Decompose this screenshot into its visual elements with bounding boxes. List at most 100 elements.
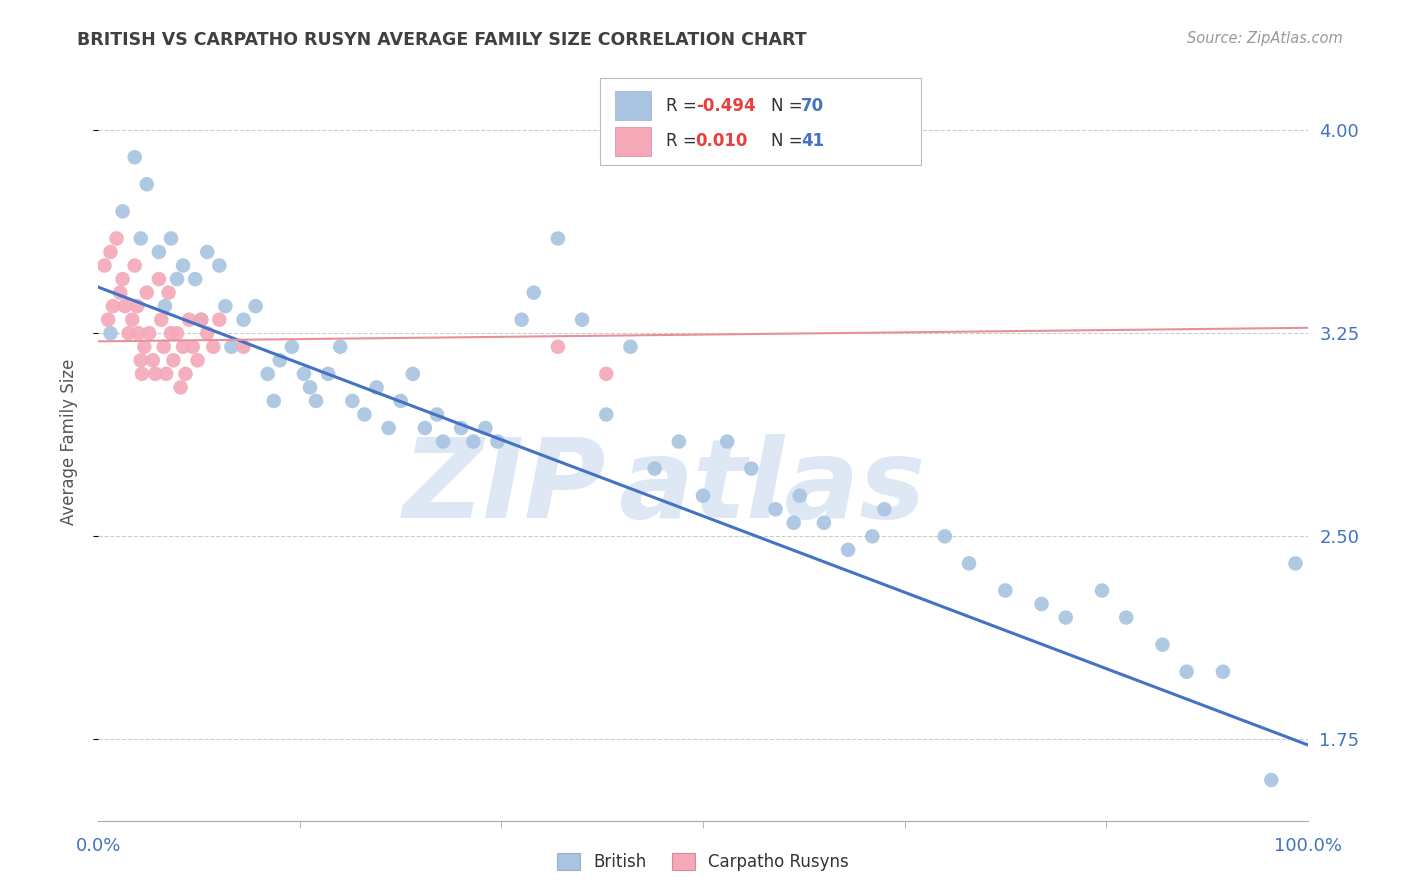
Point xyxy=(782,516,804,530)
Point xyxy=(269,353,291,368)
Point xyxy=(595,367,617,381)
Point xyxy=(124,150,146,164)
Point xyxy=(135,285,157,300)
Point xyxy=(138,326,160,341)
Point xyxy=(426,408,449,422)
Point xyxy=(148,272,170,286)
Point xyxy=(105,231,128,245)
Point xyxy=(765,502,787,516)
Point xyxy=(263,393,285,408)
Text: R =: R = xyxy=(665,96,702,115)
Point xyxy=(595,408,617,422)
Point xyxy=(740,461,762,475)
Text: 41: 41 xyxy=(801,132,824,150)
Point xyxy=(860,529,883,543)
Point xyxy=(1260,772,1282,787)
Point xyxy=(127,326,149,341)
Point xyxy=(934,529,956,543)
Point xyxy=(463,434,485,449)
Point xyxy=(187,353,209,368)
Point xyxy=(97,312,120,326)
Point xyxy=(166,272,188,286)
Point xyxy=(432,434,454,449)
Point xyxy=(619,340,641,354)
Point xyxy=(837,542,859,557)
Point xyxy=(169,380,191,394)
Point xyxy=(129,231,152,245)
Point xyxy=(716,434,738,449)
Point xyxy=(202,340,225,354)
Text: Source: ZipAtlas.com: Source: ZipAtlas.com xyxy=(1187,31,1343,46)
Point xyxy=(523,285,546,300)
Point xyxy=(131,367,153,381)
Point xyxy=(329,340,352,354)
Point xyxy=(172,259,194,273)
Point xyxy=(1091,583,1114,598)
Point xyxy=(813,516,835,530)
Point xyxy=(190,312,212,326)
Point xyxy=(342,393,364,408)
Point xyxy=(1031,597,1053,611)
Point xyxy=(111,204,134,219)
Point xyxy=(1115,610,1137,624)
Point xyxy=(486,434,509,449)
Point xyxy=(108,285,131,300)
Point xyxy=(142,353,165,368)
Point xyxy=(1212,665,1234,679)
Point xyxy=(281,340,304,354)
Point xyxy=(353,408,375,422)
Point xyxy=(166,326,188,341)
Point xyxy=(510,312,533,326)
Point xyxy=(93,259,115,273)
Point xyxy=(571,312,593,326)
Point xyxy=(256,367,278,381)
Point xyxy=(195,244,218,259)
Point xyxy=(305,393,328,408)
Point xyxy=(127,299,149,313)
Point xyxy=(172,340,194,354)
Y-axis label: Average Family Size: Average Family Size xyxy=(59,359,77,524)
Legend: British, Carpatho Rusyns: British, Carpatho Rusyns xyxy=(548,845,858,880)
Point xyxy=(111,272,134,286)
Point xyxy=(245,299,267,313)
Point xyxy=(143,367,166,381)
Point xyxy=(316,367,339,381)
Point xyxy=(1054,610,1077,624)
Text: -0.494: -0.494 xyxy=(696,96,755,115)
Text: N =: N = xyxy=(770,132,807,150)
Point xyxy=(1284,557,1306,571)
Point xyxy=(547,231,569,245)
Point xyxy=(155,367,177,381)
Point xyxy=(208,259,231,273)
Text: 0.010: 0.010 xyxy=(696,132,748,150)
FancyBboxPatch shape xyxy=(600,78,921,165)
Point xyxy=(152,340,174,354)
Point xyxy=(994,583,1017,598)
Point xyxy=(129,353,152,368)
Point xyxy=(190,312,212,326)
Point xyxy=(232,340,254,354)
Point xyxy=(118,326,141,341)
Point xyxy=(135,178,157,192)
Point xyxy=(157,285,180,300)
Point xyxy=(668,434,690,449)
Point xyxy=(232,312,254,326)
Text: atlas: atlas xyxy=(619,434,925,541)
Text: 70: 70 xyxy=(801,96,824,115)
Point xyxy=(160,231,183,245)
Point xyxy=(957,557,980,571)
FancyBboxPatch shape xyxy=(614,91,651,120)
Point xyxy=(179,312,201,326)
Text: R =: R = xyxy=(665,132,707,150)
Point xyxy=(174,367,197,381)
Point xyxy=(124,259,146,273)
Point xyxy=(292,367,315,381)
Point xyxy=(547,340,569,354)
Point xyxy=(100,326,122,341)
Point xyxy=(389,393,412,408)
Point xyxy=(366,380,388,394)
Point xyxy=(195,326,218,341)
Text: BRITISH VS CARPATHO RUSYN AVERAGE FAMILY SIZE CORRELATION CHART: BRITISH VS CARPATHO RUSYN AVERAGE FAMILY… xyxy=(77,31,807,49)
Point xyxy=(402,367,425,381)
Point xyxy=(134,340,156,354)
